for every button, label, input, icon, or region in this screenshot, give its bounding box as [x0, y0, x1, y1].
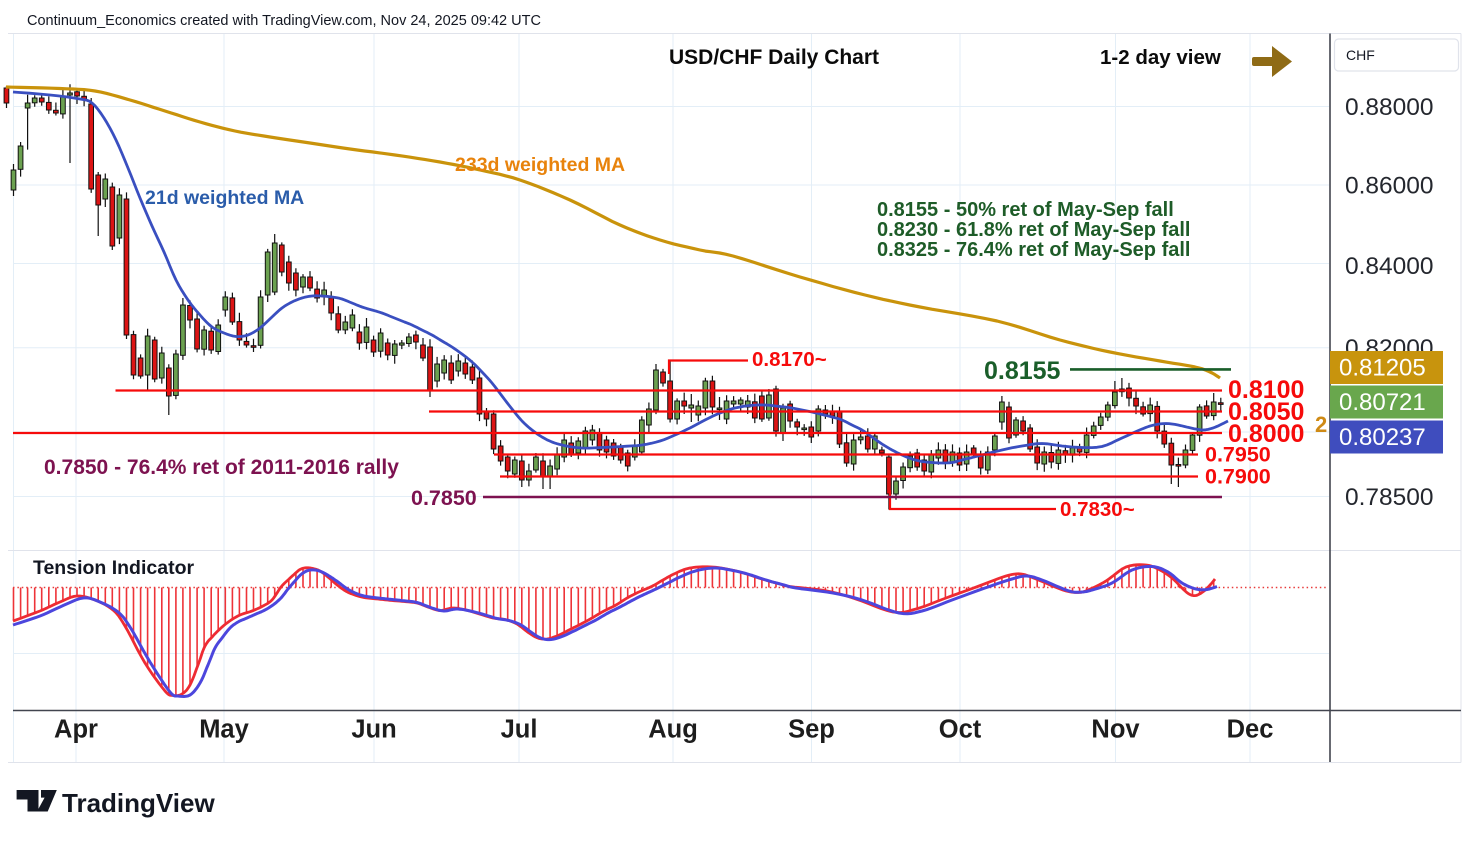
svg-text:0.8155: 0.8155: [984, 357, 1061, 385]
svg-text:0.8050: 0.8050: [1228, 398, 1304, 426]
svg-text:Apr: Apr: [54, 716, 98, 744]
svg-text:0.8325 - 76.4% ret of May-Sep: 0.8325 - 76.4% ret of May-Sep fall: [877, 239, 1190, 261]
svg-text:USD/CHF Daily Chart: USD/CHF Daily Chart: [669, 46, 879, 69]
svg-text:CHF: CHF: [1346, 47, 1375, 63]
svg-text:2: 2: [1315, 412, 1327, 437]
svg-text:0.7900: 0.7900: [1205, 465, 1271, 489]
svg-text:0.8230 - 61.8% ret of May-Sep: 0.8230 - 61.8% ret of May-Sep fall: [877, 219, 1190, 241]
svg-text:0.7850: 0.7850: [411, 486, 477, 510]
svg-text:Continuum_Economics created wi: Continuum_Economics created with Trading…: [27, 13, 541, 29]
svg-text:Aug: Aug: [648, 716, 698, 744]
svg-text:0.8000: 0.8000: [1228, 420, 1304, 448]
svg-text:May: May: [199, 716, 249, 744]
svg-text:0.80721: 0.80721: [1339, 389, 1426, 416]
svg-text:0.7830~: 0.7830~: [1060, 498, 1135, 521]
svg-text:0.86000: 0.86000: [1345, 173, 1434, 200]
svg-text:0.78500: 0.78500: [1345, 484, 1434, 511]
svg-text:0.88000: 0.88000: [1345, 94, 1434, 121]
svg-text:1-2 day view: 1-2 day view: [1100, 46, 1221, 69]
svg-text:0.8100: 0.8100: [1228, 376, 1304, 404]
svg-text:Jun: Jun: [351, 716, 396, 744]
svg-text:Nov: Nov: [1091, 716, 1140, 744]
svg-text:0.84000: 0.84000: [1345, 253, 1434, 280]
svg-text:0.8170~: 0.8170~: [752, 348, 827, 371]
svg-text:TradingView: TradingView: [62, 788, 215, 818]
svg-text:233d weighted MA: 233d weighted MA: [455, 154, 625, 176]
svg-text:0.8155 - 50% ret of May-Sep fa: 0.8155 - 50% ret of May-Sep fall: [877, 199, 1174, 221]
svg-text:0.7950: 0.7950: [1205, 443, 1271, 467]
svg-text:Dec: Dec: [1227, 716, 1274, 744]
svg-text:0.81205: 0.81205: [1339, 355, 1426, 382]
svg-text:Jul: Jul: [501, 716, 538, 744]
svg-text:Sep: Sep: [788, 716, 835, 744]
svg-text:Tension Indicator: Tension Indicator: [33, 557, 194, 579]
svg-text:0.80237: 0.80237: [1339, 424, 1426, 451]
svg-text:0.7850 - 76.4% ret of 2011-201: 0.7850 - 76.4% ret of 2011-2016 rally: [44, 456, 399, 479]
svg-text:21d weighted MA: 21d weighted MA: [145, 187, 304, 209]
svg-text:Oct: Oct: [939, 716, 982, 744]
